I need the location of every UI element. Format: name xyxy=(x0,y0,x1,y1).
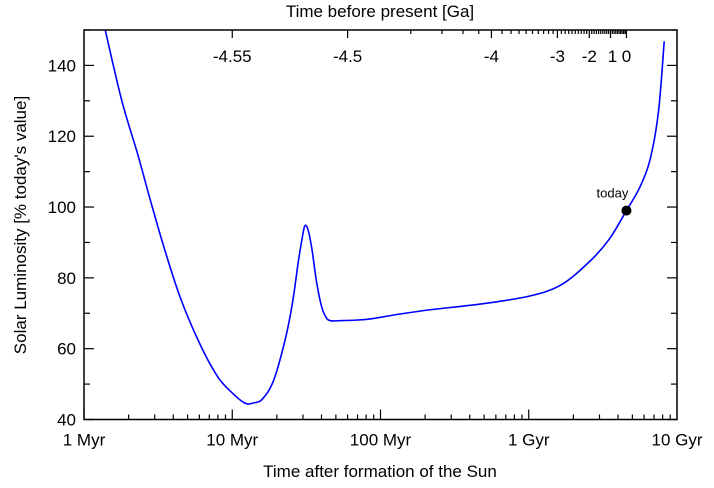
top-tick-label: -3 xyxy=(550,47,565,66)
x-axis-label: Time after formation of the Sun xyxy=(263,462,497,481)
x-tick-label: 10 Myr xyxy=(206,431,258,450)
top-tick-label: -4.55 xyxy=(213,47,252,66)
y-tick-label: 120 xyxy=(48,127,76,146)
top-axis-label: Time before present [Ga] xyxy=(286,2,474,21)
x-tick-label: 1 Gyr xyxy=(508,431,550,450)
axes: 1 Myr 10 Myr 100 Myr 1 Gyr 10 Gyr 40 60 80 100 12… xyxy=(48,29,703,450)
y-tick-label: 100 xyxy=(48,198,76,217)
x-tick-label: 100 Myr xyxy=(350,431,412,450)
y-tick-label: 40 xyxy=(57,411,76,430)
top-tick-label: 1 xyxy=(608,47,617,66)
top-tick-label: -4.5 xyxy=(333,47,362,66)
y-tick-label: 60 xyxy=(57,340,76,359)
plot-frame xyxy=(83,29,678,421)
top-tick-label: -2 xyxy=(582,47,597,66)
y-tick-label: 140 xyxy=(48,56,76,75)
y-axis-label: Solar Luminosity [% today's value] xyxy=(11,96,30,354)
top-tick-label: 0 xyxy=(622,47,631,66)
x-tick-label: 1 Myr xyxy=(63,431,106,450)
top-tick-label: -4 xyxy=(484,47,499,66)
x-tick-label: 10 Gyr xyxy=(651,431,702,450)
luminosity-curve xyxy=(104,29,666,405)
today-marker xyxy=(621,205,632,216)
y-tick-label: 80 xyxy=(57,269,76,288)
today-label: today xyxy=(597,186,629,201)
